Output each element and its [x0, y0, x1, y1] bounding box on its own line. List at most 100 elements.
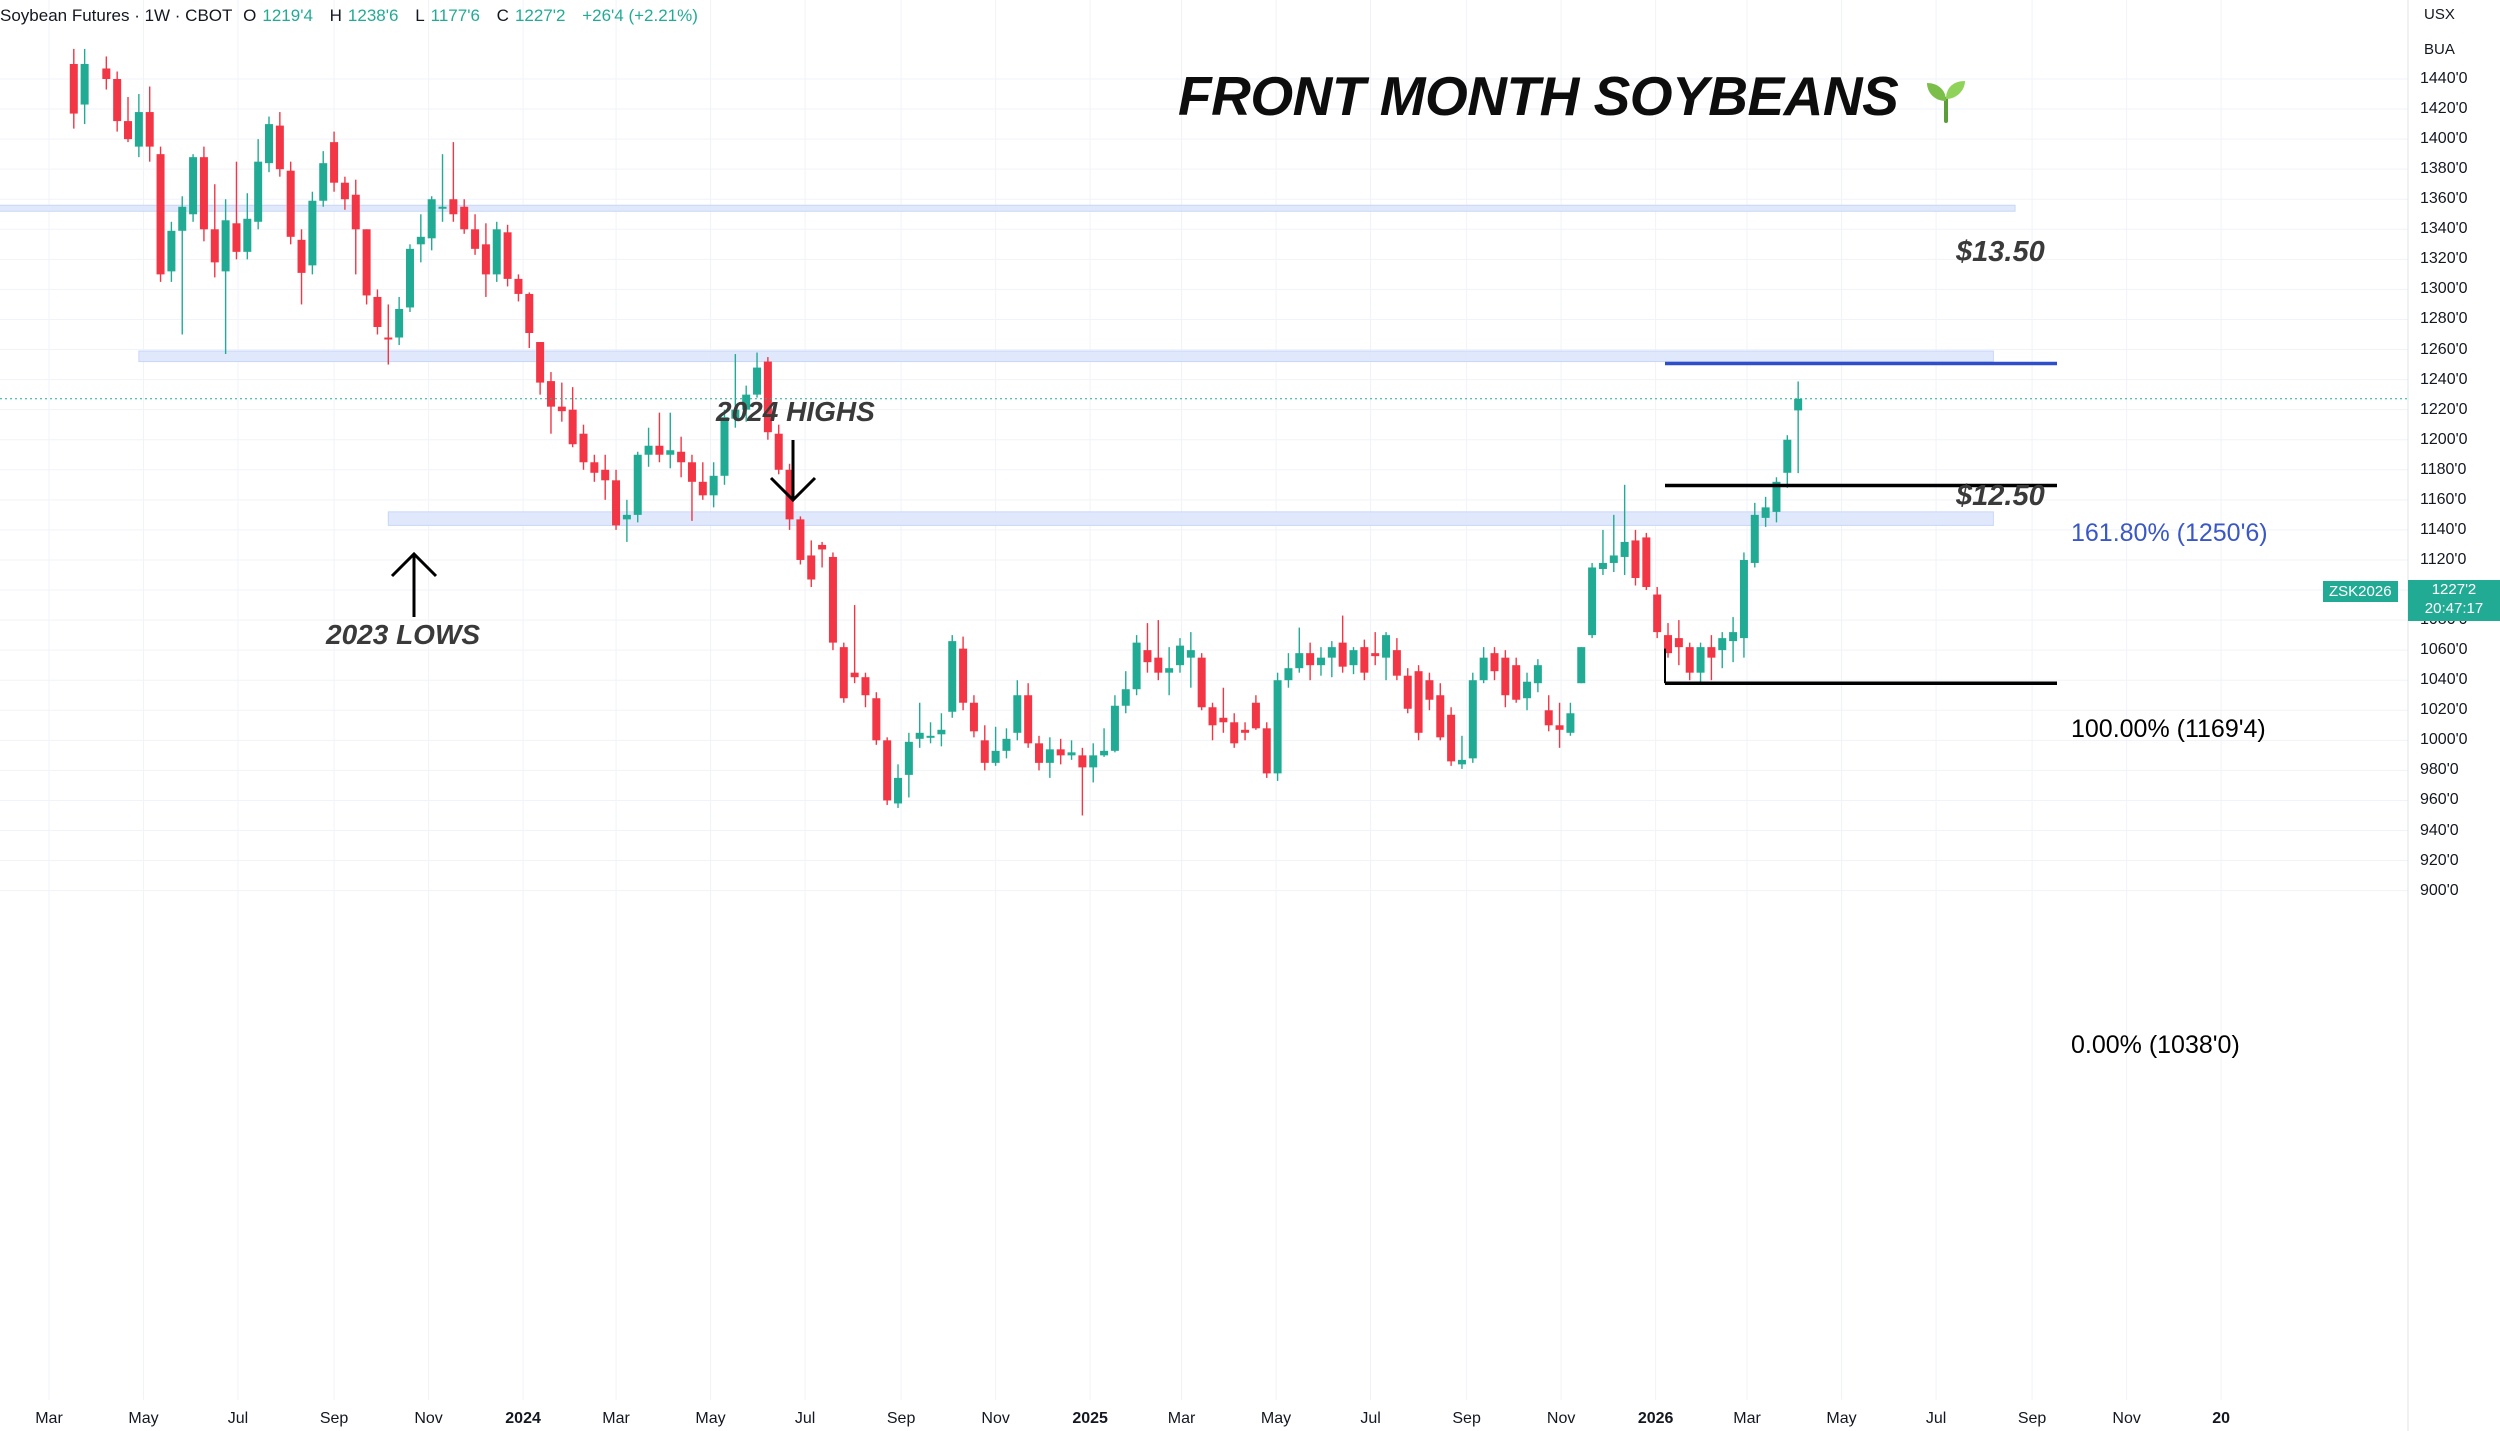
candle-body — [199, 157, 208, 230]
time-tick-label: Nov — [981, 1410, 1010, 1427]
candle-body — [601, 469, 610, 481]
legend-open: 1219'4 — [262, 6, 313, 25]
candle-body — [221, 220, 230, 272]
candle-body — [514, 278, 523, 294]
candle-body — [243, 218, 252, 252]
candle-body — [1316, 657, 1325, 666]
candle-body — [698, 481, 707, 496]
seedling-icon — [1927, 81, 1966, 124]
down-arrow-icon — [769, 476, 817, 503]
unit-label: BUA — [2424, 41, 2455, 58]
candle-body — [644, 445, 653, 455]
price-tick-label: 1060'0 — [2420, 641, 2468, 659]
candle-body — [1035, 743, 1044, 763]
candle-body — [492, 229, 501, 275]
candle-body — [839, 647, 848, 699]
price-tick-label: 1020'0 — [2420, 701, 2468, 719]
time-tick-label: Nov — [414, 1410, 443, 1427]
price-tick-label: 1420'0 — [2420, 100, 2468, 118]
time-tick-label: Mar — [35, 1410, 63, 1427]
candle-body — [1707, 647, 1716, 658]
candle-body — [1056, 749, 1065, 756]
price-tick-label: 1280'0 — [2420, 310, 2468, 328]
candle-body — [427, 199, 436, 239]
symbol-legend: Soybean Futures · 1W · CBOT O 1219'4 H 123… — [0, 6, 698, 25]
candle-body — [362, 229, 371, 296]
time-tick-label: May — [1260, 1410, 1292, 1427]
candle-body — [1794, 398, 1803, 411]
price-tick-label: 960'0 — [2420, 791, 2459, 809]
label-2024-highs: 2024 HIGHS — [716, 396, 875, 427]
candle-body — [178, 206, 187, 231]
time-tick-label: May — [1826, 1410, 1857, 1427]
candle-body — [753, 367, 762, 395]
price-tick-label: 1140'0 — [2420, 520, 2467, 538]
level-label-1250: $12.50 — [1956, 480, 2045, 512]
time-tick-label: Mar — [602, 1410, 630, 1427]
candle-body — [1121, 689, 1130, 706]
candle-body — [1165, 668, 1174, 673]
candle-body — [1750, 514, 1759, 563]
candle-body — [1631, 540, 1640, 578]
candle-body — [818, 544, 827, 550]
candle-body — [1338, 642, 1347, 667]
candle-body — [449, 199, 458, 215]
time-tick-label: 2024 — [505, 1410, 541, 1427]
price-tick-label: 900'0 — [2420, 881, 2459, 899]
candle-body — [687, 462, 696, 482]
candle-body — [1501, 657, 1510, 696]
candle-body — [481, 244, 490, 275]
time-tick-label: Nov — [1546, 1410, 1576, 1427]
candle-body — [1284, 668, 1293, 681]
time-tick-label: 20 — [2212, 1410, 2231, 1427]
candle-body — [1100, 750, 1109, 756]
candle-body — [1002, 738, 1011, 751]
price-tick-label: 1220'0 — [2420, 400, 2468, 418]
time-tick-label: Jul — [1925, 1410, 1947, 1427]
candle-body — [807, 555, 816, 580]
candle-body — [1555, 725, 1564, 730]
fib-label-100: 100.00% (1169'4) — [2071, 715, 2266, 743]
time-tick-label: Nov — [2112, 1410, 2141, 1427]
candle-body — [1512, 665, 1521, 700]
candle-body — [265, 124, 274, 164]
candle-body — [861, 677, 870, 696]
candle-body — [1772, 481, 1781, 512]
candle-body — [1154, 657, 1163, 673]
price-tick-label: 940'0 — [2420, 821, 2459, 839]
candle-body — [709, 475, 718, 496]
time-tick-label: Jul — [227, 1410, 249, 1427]
candle-body — [167, 230, 176, 272]
candle-body — [1577, 647, 1586, 684]
candle-body — [1045, 749, 1054, 763]
time-tick-label: Mar — [1167, 1410, 1196, 1427]
candle-body — [926, 735, 935, 738]
candle-body — [666, 450, 675, 455]
candle-body — [1143, 650, 1152, 663]
candle-body — [1262, 728, 1271, 774]
candle-body — [872, 698, 881, 741]
candle-body — [471, 229, 480, 249]
candle-body — [1533, 665, 1542, 684]
symbol-badge: ZSK2026 — [2323, 581, 2398, 602]
candle-body — [546, 381, 555, 407]
candle-body — [774, 433, 783, 470]
candle-body — [460, 206, 469, 230]
time-tick-label: Sep — [2017, 1410, 2047, 1427]
price-tick-label: 1440'0 — [2420, 70, 2468, 87]
bar-countdown: 20:47:17 — [2424, 600, 2484, 617]
fib-label-161: 161.80% (1250'6) — [2071, 519, 2268, 547]
candle-body — [980, 740, 989, 763]
candle-body — [796, 519, 805, 560]
candle-body — [1175, 645, 1184, 666]
fib-label-0: 0.00% (1038'0) — [2071, 1031, 2240, 1059]
time-tick-label: Mar — [1733, 1410, 1761, 1427]
candle-body — [1588, 567, 1597, 636]
time-tick-label: Sep — [1452, 1410, 1481, 1427]
candle-body — [69, 63, 78, 114]
time-tick-label: Jul — [1360, 1410, 1381, 1427]
candle-body — [1739, 559, 1748, 639]
candle-body — [612, 480, 621, 526]
